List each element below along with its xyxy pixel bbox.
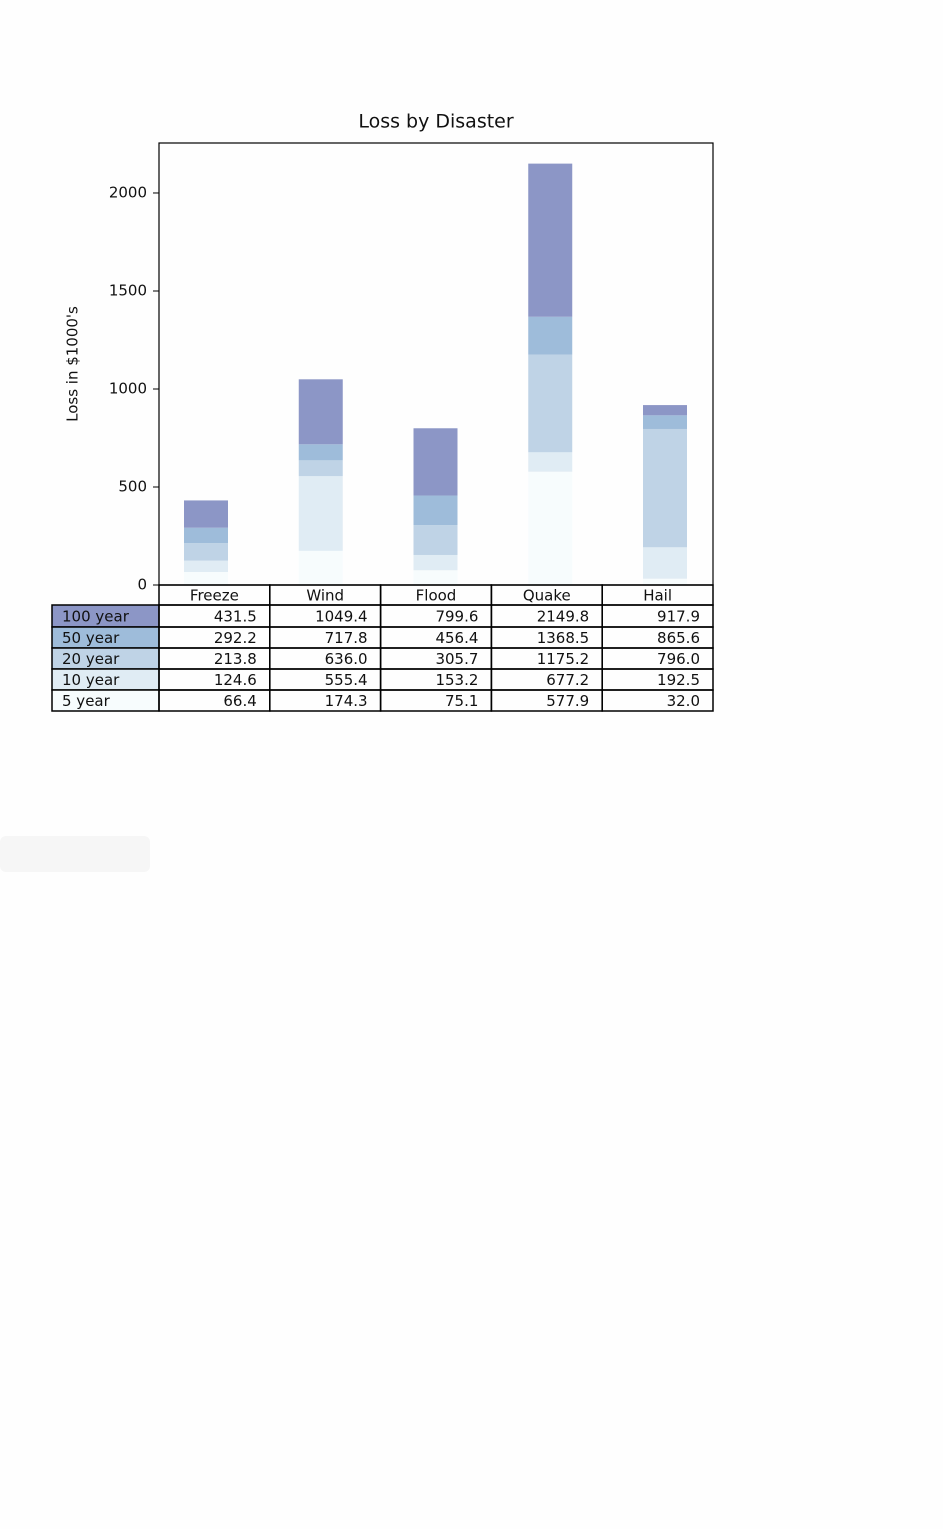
bar-segment <box>643 428 687 548</box>
table-value: 153.2 <box>435 671 478 689</box>
placeholder-box <box>0 836 150 872</box>
bar-segment <box>184 571 228 585</box>
row-label: 20 year <box>62 650 120 668</box>
bar-segment <box>184 500 228 528</box>
y-tick-label: 500 <box>118 477 147 495</box>
bar-segment <box>298 460 343 477</box>
row-label: 100 year <box>62 608 130 626</box>
bar-segment <box>298 444 343 461</box>
bar-segment <box>298 476 343 551</box>
table-value: 717.8 <box>325 629 368 647</box>
column-header: Freeze <box>190 587 239 605</box>
bar-segment <box>184 527 228 544</box>
table-value: 66.4 <box>223 692 256 710</box>
bar-segment <box>528 163 573 317</box>
y-axis-label: Loss in $1000's <box>64 306 82 422</box>
table-value: 213.8 <box>214 650 257 668</box>
table-value: 292.2 <box>214 629 257 647</box>
chart-title: Loss by Disaster <box>358 111 514 133</box>
bar-segment <box>298 379 343 445</box>
table-value: 305.7 <box>435 650 478 668</box>
table-value: 555.4 <box>325 671 368 689</box>
table-cell <box>601 689 714 712</box>
table-value: 75.1 <box>445 692 478 710</box>
bar-segment <box>413 570 458 585</box>
row-label: 5 year <box>62 692 111 710</box>
y-tick-label: 2000 <box>109 183 147 201</box>
column-header: Wind <box>306 587 344 605</box>
table-value: 917.9 <box>657 608 700 626</box>
table-value: 1175.2 <box>537 650 590 668</box>
table-value: 456.4 <box>435 629 478 647</box>
table-value: 636.0 <box>325 650 368 668</box>
bar-segment <box>413 495 458 526</box>
table-value: 2149.8 <box>537 608 590 626</box>
column-header: Quake <box>523 587 571 605</box>
y-tick-label: 0 <box>137 576 147 594</box>
bar-segment <box>643 578 687 585</box>
bar-segment <box>413 554 458 571</box>
y-tick-label: 1000 <box>109 379 147 397</box>
bar-segment <box>643 415 687 429</box>
row-label: 50 year <box>62 629 120 647</box>
bar-segment <box>184 543 228 561</box>
table-value: 799.6 <box>435 608 478 626</box>
y-tick-label: 1500 <box>109 281 147 299</box>
table-value: 174.3 <box>325 692 368 710</box>
column-header: Flood <box>416 587 457 605</box>
bar-segment <box>184 560 228 572</box>
bar-segment <box>528 471 573 585</box>
table-value: 677.2 <box>546 671 589 689</box>
bar-segment <box>298 550 343 585</box>
bar-segment <box>528 452 573 472</box>
table-value: 577.9 <box>546 692 589 710</box>
table-value: 431.5 <box>214 608 257 626</box>
table-value: 192.5 <box>657 671 700 689</box>
table-value: 32.0 <box>667 692 700 710</box>
row-label: 10 year <box>62 671 120 689</box>
bar-segment <box>643 405 687 416</box>
table-value: 1049.4 <box>315 608 368 626</box>
bar-segment <box>413 428 458 496</box>
bar-segment <box>528 354 573 453</box>
table-value: 796.0 <box>657 650 700 668</box>
bar-segment <box>643 547 687 579</box>
table-value: 1368.5 <box>537 629 590 647</box>
table-value: 865.6 <box>657 629 700 647</box>
table-value: 124.6 <box>214 671 257 689</box>
column-header: Hail <box>643 587 672 605</box>
bar-segment <box>528 316 573 355</box>
bar-segment <box>413 525 458 555</box>
